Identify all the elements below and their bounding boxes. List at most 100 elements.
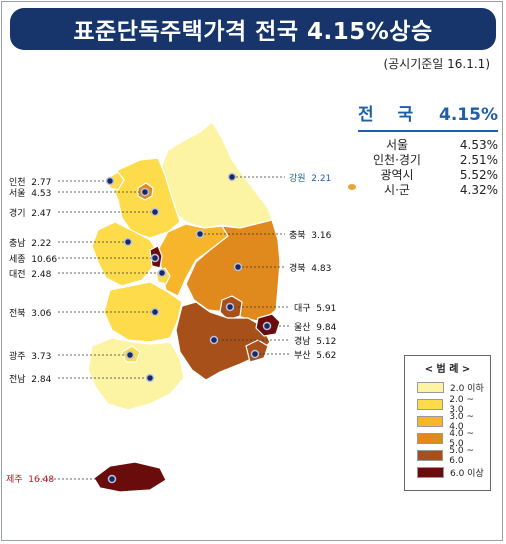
region-name: 인천 (9, 178, 26, 188)
label-sejong: 세종 10.66 (9, 252, 57, 265)
region-value: 16.48 (28, 475, 55, 485)
region-value: 2.77 (31, 178, 52, 188)
label-chungnam: 충남 2.22 (9, 236, 51, 249)
marker-dot-sejong (150, 253, 160, 263)
summary-panel: 전 국 4.15% 서울 4.53% 인천·경기 2.51% 광역시 5.52%… (348, 100, 498, 198)
region-value: 2.47 (31, 209, 52, 219)
label-busan: 부산 5.62 (294, 348, 336, 361)
region-value: 5.62 (316, 351, 337, 361)
legend-item: 4.0 ~ 5.0 (417, 429, 490, 449)
region-value: 3.73 (31, 352, 52, 362)
marker-dot-jeonbuk (150, 307, 160, 317)
label-gangwon: 강원 2.21 (289, 171, 331, 184)
page-title: 표준단독주택가격 전국 4.15%상승 (73, 19, 433, 45)
legend-item: 2.0 ~ 3.0 (417, 395, 490, 415)
summary-row-label: 서울 (385, 138, 409, 152)
marker-dot-jeju (107, 474, 117, 484)
legend-item: 2.0 이하 (417, 381, 490, 394)
summary-row-value: 2.51% (459, 153, 498, 167)
marker-dot-gyeongnam (209, 335, 219, 345)
marker-dot-gwangju (125, 350, 135, 360)
label-daegu: 대구 5.91 (294, 301, 336, 314)
label-gyeonggi: 경기 2.47 (9, 206, 51, 219)
summary-row: 시·군 4.32% (358, 183, 498, 198)
region-name: 광주 (9, 352, 26, 362)
summary-marker-dot (348, 184, 356, 190)
region-jeju (93, 461, 167, 493)
region-name: 대전 (9, 270, 26, 280)
legend-swatch (417, 416, 444, 427)
marker-dot-gyeongbuk (233, 262, 243, 272)
summary-row-label: 광역시 (380, 168, 414, 182)
marker-dot-daejeon (157, 268, 167, 278)
summary-row-label: 인천·경기 (373, 153, 421, 167)
summary-row: 광역시 5.52% (358, 168, 498, 183)
region-name: 경기 (9, 209, 26, 219)
region-value: 4.83 (311, 264, 332, 274)
legend-swatch (417, 399, 444, 410)
region-value: 2.21 (311, 174, 332, 184)
region-name: 울산 (294, 323, 311, 333)
legend-swatch (417, 467, 444, 478)
region-jeonnam (87, 337, 185, 411)
legend-swatch (417, 450, 444, 461)
announcement-date: (공시기준일 16.1.1) (383, 57, 490, 71)
region-value: 2.48 (31, 270, 52, 280)
region-incheon (107, 171, 125, 191)
marker-dot-seoul (140, 187, 150, 197)
label-jeju: 제주 16.48 (6, 472, 54, 485)
map-legend: < 범 례 > 2.0 이하 2.0 ~ 3.0 3.0 ~ 4.0 4.0 ~… (404, 355, 491, 491)
legend-label: 5.0 ~ 6.0 (449, 445, 475, 466)
marker-dot-jeonnam (145, 373, 155, 383)
label-incheon: 인천 2.77 (9, 175, 51, 188)
legend-label: 2.0 이하 (450, 384, 484, 394)
marker-dot-chungnam (123, 237, 133, 247)
summary-row-value: 4.53% (459, 138, 498, 152)
legend-item: 6.0 이상 (417, 466, 490, 479)
marker-dot-incheon (105, 176, 115, 186)
label-chungbuk: 충북 3.16 (289, 228, 331, 241)
label-gwangju: 광주 3.73 (9, 349, 51, 362)
region-value: 2.84 (31, 375, 52, 385)
legend-swatch (417, 382, 444, 393)
label-daejeon: 대전 2.48 (9, 267, 51, 280)
region-chungnam (91, 221, 157, 287)
region-value: 5.91 (316, 304, 337, 314)
region-value: 3.06 (31, 309, 52, 319)
summary-row: 서울 4.53% (358, 138, 498, 153)
region-value: 9.84 (316, 323, 337, 333)
legend-label: 2.0 ~ 3.0 (449, 394, 475, 415)
region-value: 3.16 (311, 231, 332, 241)
region-value: 2.22 (31, 239, 52, 249)
region-name: 강원 (289, 174, 306, 184)
national-label: 전 국 (358, 105, 423, 125)
region-name: 부산 (294, 351, 311, 361)
summary-row-value: 4.32% (459, 183, 498, 197)
marker-dot-daegu (225, 302, 235, 312)
legend-swatch (417, 433, 444, 444)
label-ulsan: 울산 9.84 (294, 320, 336, 333)
marker-dot-gyeonggi (150, 207, 160, 217)
region-name: 대구 (294, 304, 311, 314)
marker-dot-gangwon (227, 172, 237, 182)
label-jeonbuk: 전북 3.06 (9, 306, 51, 319)
marker-dot-busan (250, 349, 260, 359)
region-name: 세종 (9, 255, 26, 265)
region-name: 충북 (289, 231, 306, 241)
region-name: 전북 (9, 309, 26, 319)
title-banner: 표준단독주택가격 전국 4.15%상승 (10, 8, 496, 50)
region-value: 5.12 (316, 337, 337, 347)
marker-dot-ulsan (262, 321, 272, 331)
region-name: 전남 (9, 375, 26, 385)
marker-dot-chungbuk (195, 229, 205, 239)
legend-title: < 범 례 > (424, 364, 471, 375)
label-jeonnam: 전남 2.84 (9, 372, 51, 385)
legend-item: 5.0 ~ 6.0 (417, 446, 490, 466)
region-name: 경남 (294, 337, 311, 347)
label-gyeongnam: 경남 5.12 (294, 334, 336, 347)
region-name: 경북 (289, 264, 306, 274)
national-value: 4.15% (439, 105, 498, 125)
label-seoul: 서울 4.53 (9, 186, 51, 199)
